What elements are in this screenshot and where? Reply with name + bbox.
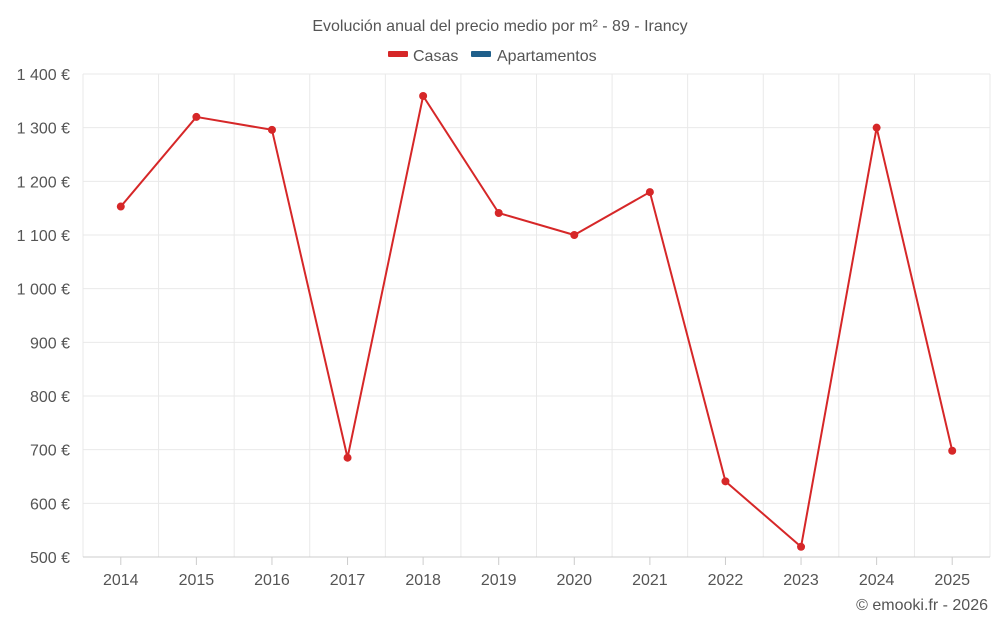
x-tick-label: 2018 — [405, 572, 441, 589]
chart-title: Evolución anual del precio medio por m² … — [312, 18, 687, 35]
data-point-casas-2017[interactable] — [343, 453, 352, 462]
legend-item-apartamentos[interactable]: Apartamentos — [471, 48, 597, 65]
x-tick-label: 2014 — [103, 572, 139, 589]
x-tick-label: 2025 — [934, 572, 970, 589]
series-layer — [116, 92, 957, 551]
x-tick-label: 2022 — [708, 572, 744, 589]
legend-swatch-casas — [388, 51, 408, 57]
y-tick-label: 1 100 € — [17, 228, 70, 245]
x-tick-label: 2020 — [556, 572, 592, 589]
x-tick-label: 2017 — [330, 572, 366, 589]
grid — [82, 73, 991, 558]
y-tick-label: 1 000 € — [17, 282, 70, 299]
x-axis: 2014 2015 2016 2017 2018 2019 2020 2021 2022 2023… — [83, 556, 990, 589]
y-tick-label: 800 € — [30, 389, 70, 406]
x-tick-label: 2021 — [632, 572, 668, 589]
x-tick-label: 2015 — [179, 572, 215, 589]
y-axis: 500 € 600 € 700 € 800 € 900 € 1 000 € 1 100 € 1… — [17, 67, 70, 567]
data-point-casas-2019[interactable] — [494, 208, 503, 217]
data-point-casas-2015[interactable] — [192, 112, 201, 121]
x-tick-label: 2019 — [481, 572, 517, 589]
data-point-casas-2025[interactable] — [948, 446, 957, 455]
x-tick-label: 2023 — [783, 572, 819, 589]
data-point-casas-2023[interactable] — [797, 542, 806, 551]
legend-label-casas: Casas — [413, 48, 458, 65]
legend-item-casas[interactable]: Casas — [388, 48, 458, 65]
y-tick-label: 1 300 € — [17, 121, 70, 138]
data-point-casas-2018[interactable] — [419, 92, 428, 101]
x-tick-label: 2024 — [859, 572, 895, 589]
series-line-casas — [120, 95, 954, 548]
legend-label-apartamentos: Apartamentos — [497, 48, 597, 65]
data-point-casas-2014[interactable] — [116, 202, 125, 211]
legend: Casas Apartamentos — [388, 48, 597, 65]
y-tick-label: 500 € — [30, 550, 70, 567]
data-point-casas-2016[interactable] — [267, 125, 276, 134]
y-tick-label: 600 € — [30, 496, 70, 513]
credit: © emooki.fr - 2026 — [856, 597, 988, 614]
data-point-casas-2020[interactable] — [570, 231, 579, 239]
y-tick-label: 900 € — [30, 335, 70, 352]
data-point-casas-2021[interactable] — [645, 188, 654, 197]
data-point-casas-2024[interactable] — [872, 123, 881, 132]
y-tick-label: 1 400 € — [17, 67, 70, 84]
data-point-casas-2022[interactable] — [721, 477, 730, 486]
legend-swatch-apartamentos — [471, 51, 491, 57]
y-tick-label: 1 200 € — [17, 174, 70, 191]
y-tick-label: 700 € — [30, 443, 70, 460]
x-tick-label: 2016 — [254, 572, 290, 589]
